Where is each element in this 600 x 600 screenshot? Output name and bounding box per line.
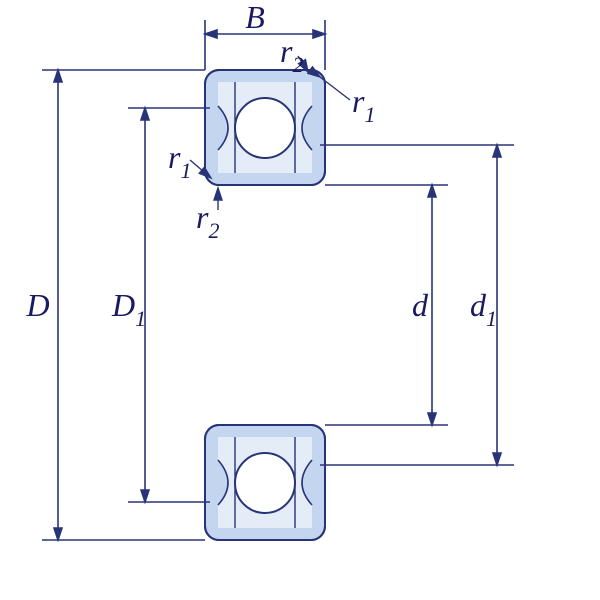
- label-d: d: [412, 287, 429, 323]
- label-D1: D1: [111, 287, 146, 331]
- bearing-section-bottom: [205, 425, 325, 540]
- label-r1-bl: r1: [168, 139, 191, 183]
- bearing-technical-diagram: B D D1 d d1 r1 r2 r1 r2: [0, 0, 600, 600]
- ball-top: [235, 98, 295, 158]
- label-D: D: [25, 287, 49, 323]
- bearing-section-top: [205, 70, 325, 185]
- label-B: B: [245, 0, 265, 35]
- ball-bottom: [235, 453, 295, 513]
- label-d1: d1: [470, 287, 497, 331]
- label-r2-bl: r2: [196, 199, 219, 243]
- label-r1-tr: r1: [352, 83, 375, 127]
